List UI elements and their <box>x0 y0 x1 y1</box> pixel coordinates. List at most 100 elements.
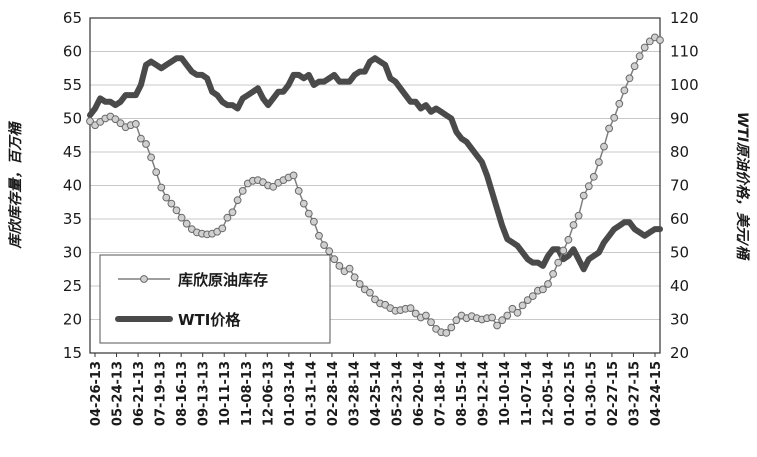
inventory-point <box>539 285 547 294</box>
inventory-point <box>615 99 624 108</box>
inventory-point <box>427 318 435 327</box>
legend-label-wti: WTI价格 <box>178 311 241 329</box>
inventory-point <box>549 270 557 278</box>
inventory-point <box>350 273 359 282</box>
inventory-point <box>600 142 608 151</box>
left-tick-label: 15 <box>63 344 82 362</box>
inventory-point <box>447 323 456 332</box>
right-axis-ticks: 20 30 40 50 60 70 80 90 100 110 120 <box>670 9 699 362</box>
inventory-point <box>589 172 598 181</box>
inventory-point <box>579 191 588 200</box>
inventory-point <box>452 316 461 325</box>
x-tick-label: 08-15-14 <box>455 361 470 426</box>
inventory-point <box>233 196 242 205</box>
inventory-point <box>218 224 227 233</box>
x-axis-ticks: 04-26-13 05-24-13 06-21-13 07-19-13 08-16-13… <box>89 353 664 426</box>
x-tick-label: 03-27-15 <box>627 361 642 426</box>
inventory-point <box>422 311 430 320</box>
inventory-point <box>162 193 171 202</box>
inventory-point <box>366 288 374 297</box>
inventory-point <box>610 113 619 122</box>
inventory-point <box>625 74 634 83</box>
left-axis-title: 库欣库存量，百万桶 <box>7 121 24 250</box>
right-tick-label: 50 <box>670 244 689 262</box>
left-tick-label: 60 <box>63 43 82 61</box>
series-layer <box>86 33 664 337</box>
x-tick-label: 01-31-14 <box>304 361 319 426</box>
x-tick-label: 08-16-13 <box>175 361 190 426</box>
inventory-point <box>528 292 537 301</box>
x-tick-label: 09-13-13 <box>197 361 212 426</box>
x-tick-label: 01-30-15 <box>584 361 599 426</box>
legend-box <box>99 254 331 344</box>
inventory-point <box>406 304 415 313</box>
inventory-point <box>310 217 318 226</box>
right-tick-label: 90 <box>670 110 689 128</box>
inventory-point <box>595 158 603 167</box>
inventory-point <box>513 308 522 317</box>
inventory-point <box>640 43 649 52</box>
left-tick-label: 25 <box>63 277 82 295</box>
left-tick-label: 45 <box>63 143 82 161</box>
right-tick-label: 30 <box>670 311 689 329</box>
inventory-point <box>569 221 578 229</box>
inventory-point <box>605 124 613 133</box>
x-tick-label: 10-11-13 <box>218 361 233 426</box>
inventory-point <box>518 301 527 310</box>
left-tick-label: 20 <box>63 311 82 329</box>
inventory-point <box>137 134 145 143</box>
inventory-point <box>116 119 125 128</box>
legend-marker-inventory <box>140 275 148 283</box>
inventory-point <box>345 264 354 273</box>
inventory-point <box>544 280 552 288</box>
x-tick-label: 05-24-13 <box>111 361 126 426</box>
inventory-point <box>304 209 313 218</box>
inventory-point <box>147 153 156 162</box>
right-tick-label: 60 <box>670 210 689 228</box>
inventory-point <box>299 199 308 208</box>
left-axis-ticks: 15 20 25 30 35 40 45 50 55 60 65 <box>63 9 82 362</box>
x-tick-label: 11-07-14 <box>520 361 535 426</box>
x-tick-label: 12-06-13 <box>261 361 276 426</box>
inventory-point <box>411 309 420 318</box>
left-tick-label: 35 <box>63 210 82 228</box>
inventory-point <box>294 187 303 195</box>
inventory-point <box>152 168 161 177</box>
inventory-point <box>131 120 140 128</box>
inventory-point <box>167 199 176 208</box>
right-tick-label: 120 <box>670 9 699 27</box>
x-tick-label: 06-21-13 <box>132 361 147 426</box>
inventory-point <box>493 321 502 330</box>
inventory-point <box>157 183 166 192</box>
inventory-point <box>645 37 654 46</box>
inventory-point <box>320 241 329 250</box>
x-tick-label: 07-19-13 <box>154 361 169 426</box>
right-tick-label: 100 <box>670 76 699 94</box>
right-tick-label: 40 <box>670 277 689 295</box>
inventory-point <box>330 255 339 264</box>
inventory-point <box>503 311 512 320</box>
inventory-point <box>508 304 517 313</box>
x-tick-label: 06-20-14 <box>412 361 427 426</box>
inventory-point <box>488 313 497 322</box>
left-tick-label: 30 <box>63 244 82 262</box>
inventory-point <box>315 231 323 240</box>
x-tick-label: 04-24-15 <box>649 361 664 426</box>
inventory-point <box>228 208 237 217</box>
inventory-point <box>172 206 181 215</box>
inventory-point <box>574 211 583 220</box>
left-tick-label: 65 <box>63 9 82 27</box>
x-tick-label: 05-23-14 <box>391 361 406 426</box>
inventory-point <box>564 235 573 244</box>
x-tick-label: 02-27-15 <box>606 361 621 426</box>
inventory-point <box>584 182 593 191</box>
right-tick-label: 80 <box>670 143 689 161</box>
x-tick-label: 04-25-14 <box>369 361 384 426</box>
x-tick-label: 01-02-15 <box>563 361 578 426</box>
inventory-point <box>635 52 644 61</box>
inventory-point <box>177 213 186 222</box>
left-tick-label: 50 <box>63 110 82 128</box>
x-tick-label: 10-10-14 <box>498 361 513 426</box>
x-tick-label: 07-18-14 <box>434 361 449 426</box>
